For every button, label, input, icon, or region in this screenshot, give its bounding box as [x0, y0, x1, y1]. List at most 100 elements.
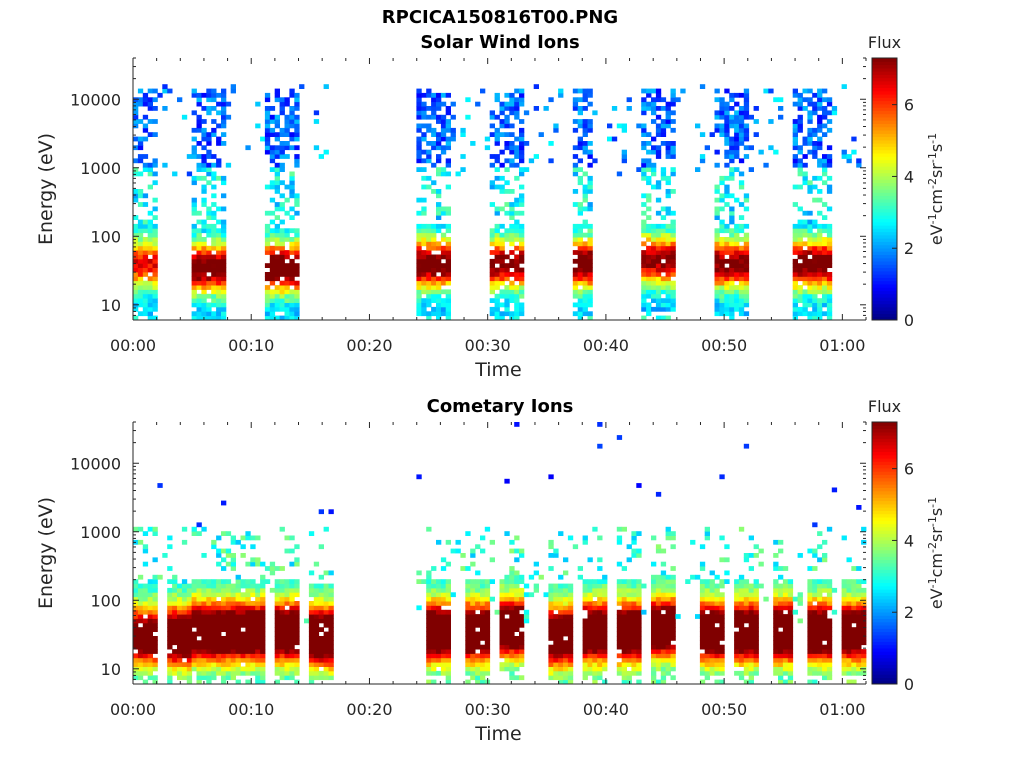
heatmap-cell [792, 596, 798, 602]
heatmap-cell [416, 110, 422, 116]
heatmap-cell [181, 640, 188, 646]
heatmap-cell [328, 618, 334, 624]
heatmap-cell [475, 101, 481, 107]
heatmap-cell [597, 622, 603, 628]
heatmap-cell [587, 254, 593, 260]
heatmap-cell [822, 250, 828, 255]
heatmap-cell [421, 106, 427, 111]
heatmap-cell [787, 592, 794, 598]
heatmap-cell [724, 285, 730, 290]
colorbar-swatch [872, 133, 897, 138]
heatmap-cell [206, 614, 212, 619]
heatmap-cell [133, 293, 139, 299]
heatmap-cell [748, 605, 754, 611]
heatmap-cell [743, 101, 750, 107]
heatmap-cell [421, 267, 427, 273]
heatmap-cell [812, 553, 818, 558]
heatmap-cell [748, 145, 754, 151]
heatmap-cell [221, 627, 227, 632]
heatmap-cell [440, 636, 447, 641]
heatmap-cell [670, 666, 676, 672]
heatmap-cell [509, 141, 515, 146]
heatmap-cell [582, 653, 588, 659]
heatmap-cell [826, 631, 833, 637]
heatmap-cell [753, 653, 759, 659]
heatmap-cell [626, 618, 632, 624]
heatmap-cell [421, 110, 427, 116]
heatmap-cell [787, 631, 794, 637]
colorbar-swatch [872, 84, 897, 88]
heatmap-cell [245, 679, 251, 685]
heatmap-cell [196, 522, 202, 528]
heatmap-cell [445, 587, 451, 593]
heatmap-cell [519, 223, 525, 229]
heatmap-cell [240, 653, 246, 659]
heatmap-cell [861, 631, 867, 637]
heatmap-cell [133, 640, 139, 646]
heatmap-cell [861, 592, 867, 598]
heatmap-cell [807, 657, 813, 663]
heatmap-cell [133, 285, 139, 290]
heatmap-cell [211, 662, 217, 667]
heatmap-cell [719, 106, 725, 111]
heatmap-cell [230, 596, 236, 602]
heatmap-cell [504, 189, 510, 194]
heatmap-cell [274, 679, 280, 685]
heatmap-cell [475, 618, 481, 624]
heatmap-cell [641, 302, 647, 308]
heatmap-cell [470, 666, 476, 672]
heatmap-cell [812, 592, 818, 598]
heatmap-cell [142, 592, 149, 598]
heatmap-cell [651, 662, 657, 667]
heatmap-cell [597, 614, 603, 619]
heatmap-cell [743, 280, 750, 286]
heatmap-cell [240, 618, 246, 624]
colorbar-swatch [872, 182, 897, 187]
heatmap-cell [709, 583, 715, 589]
heatmap-cell [509, 285, 515, 290]
colorbar-swatch [872, 284, 897, 288]
heatmap-cell [289, 193, 295, 199]
heatmap-cell [822, 609, 828, 615]
heatmap-cell [714, 574, 720, 580]
heatmap-cell [792, 158, 798, 164]
heatmap-cell [274, 566, 280, 571]
heatmap-cell [572, 189, 579, 194]
heatmap-cell [753, 627, 759, 632]
heatmap-cell [729, 315, 735, 321]
heatmap-cell [743, 670, 750, 676]
heatmap-cell [655, 197, 662, 203]
heatmap-cell [274, 149, 280, 155]
heatmap-cell [250, 653, 256, 659]
heatmap-cell [587, 267, 593, 273]
heatmap-cell [621, 636, 627, 641]
heatmap-cell [817, 189, 823, 194]
heatmap-cell [651, 145, 657, 151]
heatmap-cell [822, 618, 828, 624]
heatmap-cell [670, 210, 676, 216]
heatmap-cell [582, 272, 588, 277]
heatmap-cell [514, 197, 520, 203]
heatmap-cell [475, 662, 481, 667]
heatmap-cell [137, 97, 144, 103]
heatmap-cell [538, 132, 544, 137]
heatmap-cell [172, 653, 178, 659]
colorbar-swatch [872, 185, 897, 190]
heatmap-cell [167, 609, 173, 615]
heatmap-cell [665, 263, 671, 268]
heatmap-cell [851, 670, 857, 676]
heatmap-cell [778, 670, 784, 676]
heatmap-cell [431, 583, 437, 589]
heatmap-cell [655, 263, 662, 268]
heatmap-cell [631, 609, 637, 615]
heatmap-cell [152, 531, 158, 536]
heatmap-cell [646, 263, 652, 268]
heatmap-cell [152, 162, 158, 168]
heatmap-cell [499, 622, 505, 628]
heatmap-cell [445, 223, 451, 229]
heatmap-cell [289, 535, 295, 541]
heatmap-cell [274, 162, 280, 168]
heatmap-cell [440, 206, 447, 212]
heatmap-cell [651, 605, 657, 611]
